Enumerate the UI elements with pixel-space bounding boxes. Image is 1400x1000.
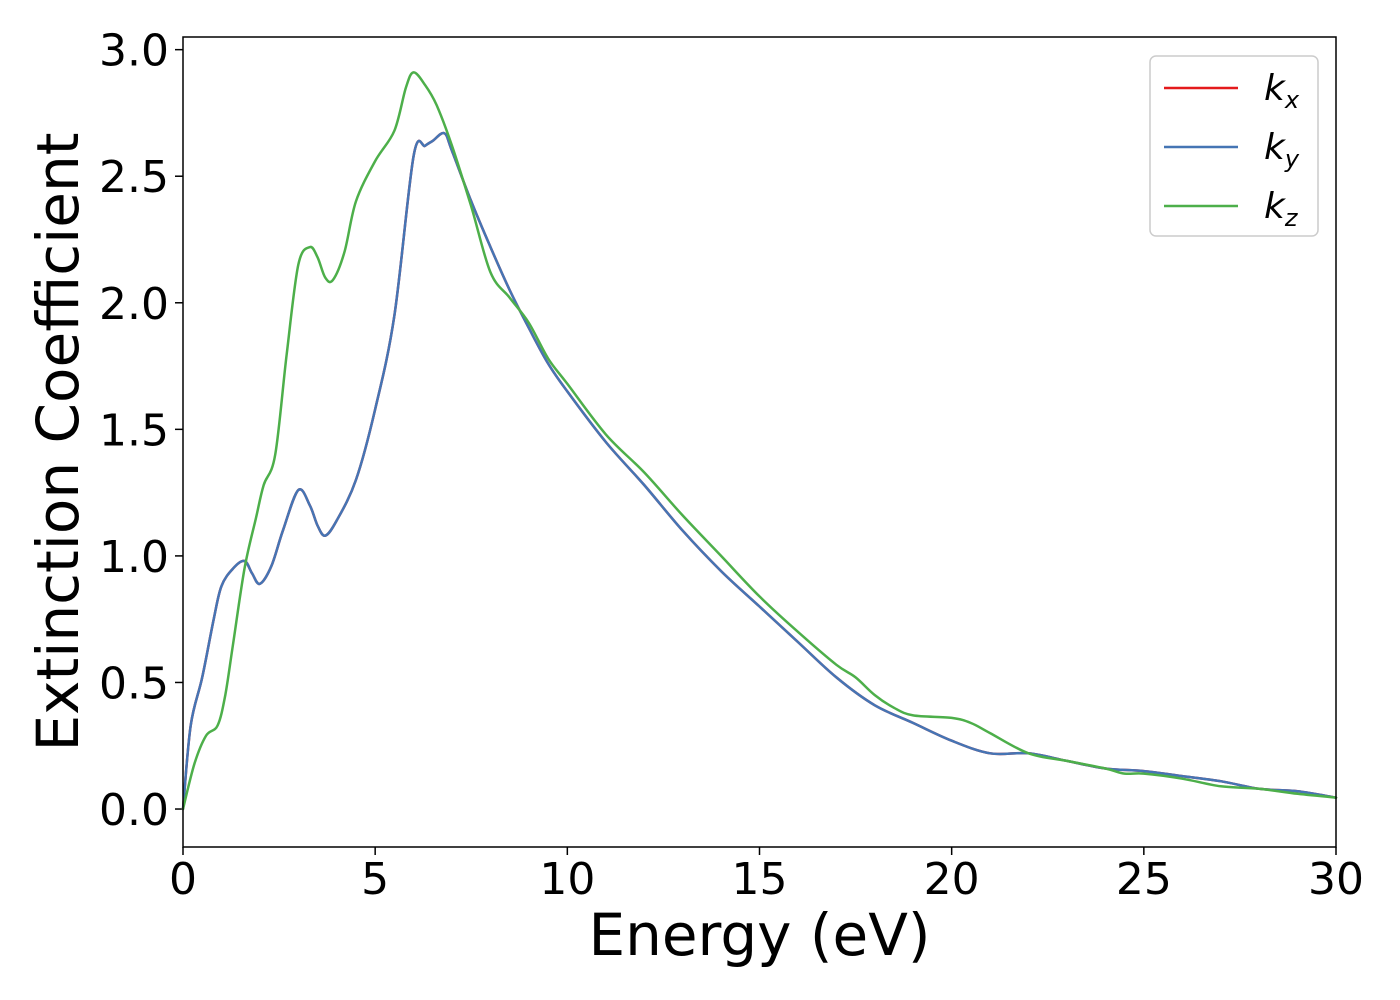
y-tick-label: 0.5 xyxy=(99,658,169,709)
x-tick-label: 20 xyxy=(924,854,980,905)
y-tick-label: 1.0 xyxy=(99,532,169,583)
y-tick-label: 0.0 xyxy=(99,785,169,836)
legend-label-subscript: y xyxy=(1284,145,1300,173)
legend-label-kz: kz xyxy=(1264,186,1299,232)
series-line-ky xyxy=(181,131,1338,811)
legend-label-main: k xyxy=(1264,127,1287,168)
y-tick-label: 3.0 xyxy=(99,26,169,77)
legend-label-subscript: x xyxy=(1284,86,1300,114)
y-tick-label: 2.0 xyxy=(99,279,169,330)
legend-label-subscript: z xyxy=(1284,204,1299,232)
y-tick-label: 1.5 xyxy=(99,405,169,456)
x-tick-label: 15 xyxy=(732,854,788,905)
y-tick-label: 2.5 xyxy=(99,152,169,203)
y-axis-title: Extinction Coefficient xyxy=(24,133,92,752)
legend-label-main: k xyxy=(1264,186,1287,227)
x-tick-label: 10 xyxy=(539,854,595,905)
x-tick-label: 30 xyxy=(1308,854,1364,905)
series-group xyxy=(181,71,1338,811)
series-line-kz xyxy=(181,71,1338,811)
legend-label-ky: ky xyxy=(1264,127,1300,173)
legend-label-main: k xyxy=(1264,68,1287,109)
legend-label-kx: kx xyxy=(1264,68,1300,114)
x-tick-label: 5 xyxy=(361,854,389,905)
plot-frame xyxy=(182,36,1337,848)
x-axis-title: Energy (eV) xyxy=(588,901,930,969)
x-tick-label: 0 xyxy=(169,854,197,905)
x-tick-label: 25 xyxy=(1116,854,1172,905)
tick-group: 0 5 10 15 20 25 30 0.0 0.5 1.0 1.5 2.0 2.5 3.0 xyxy=(99,26,1364,905)
